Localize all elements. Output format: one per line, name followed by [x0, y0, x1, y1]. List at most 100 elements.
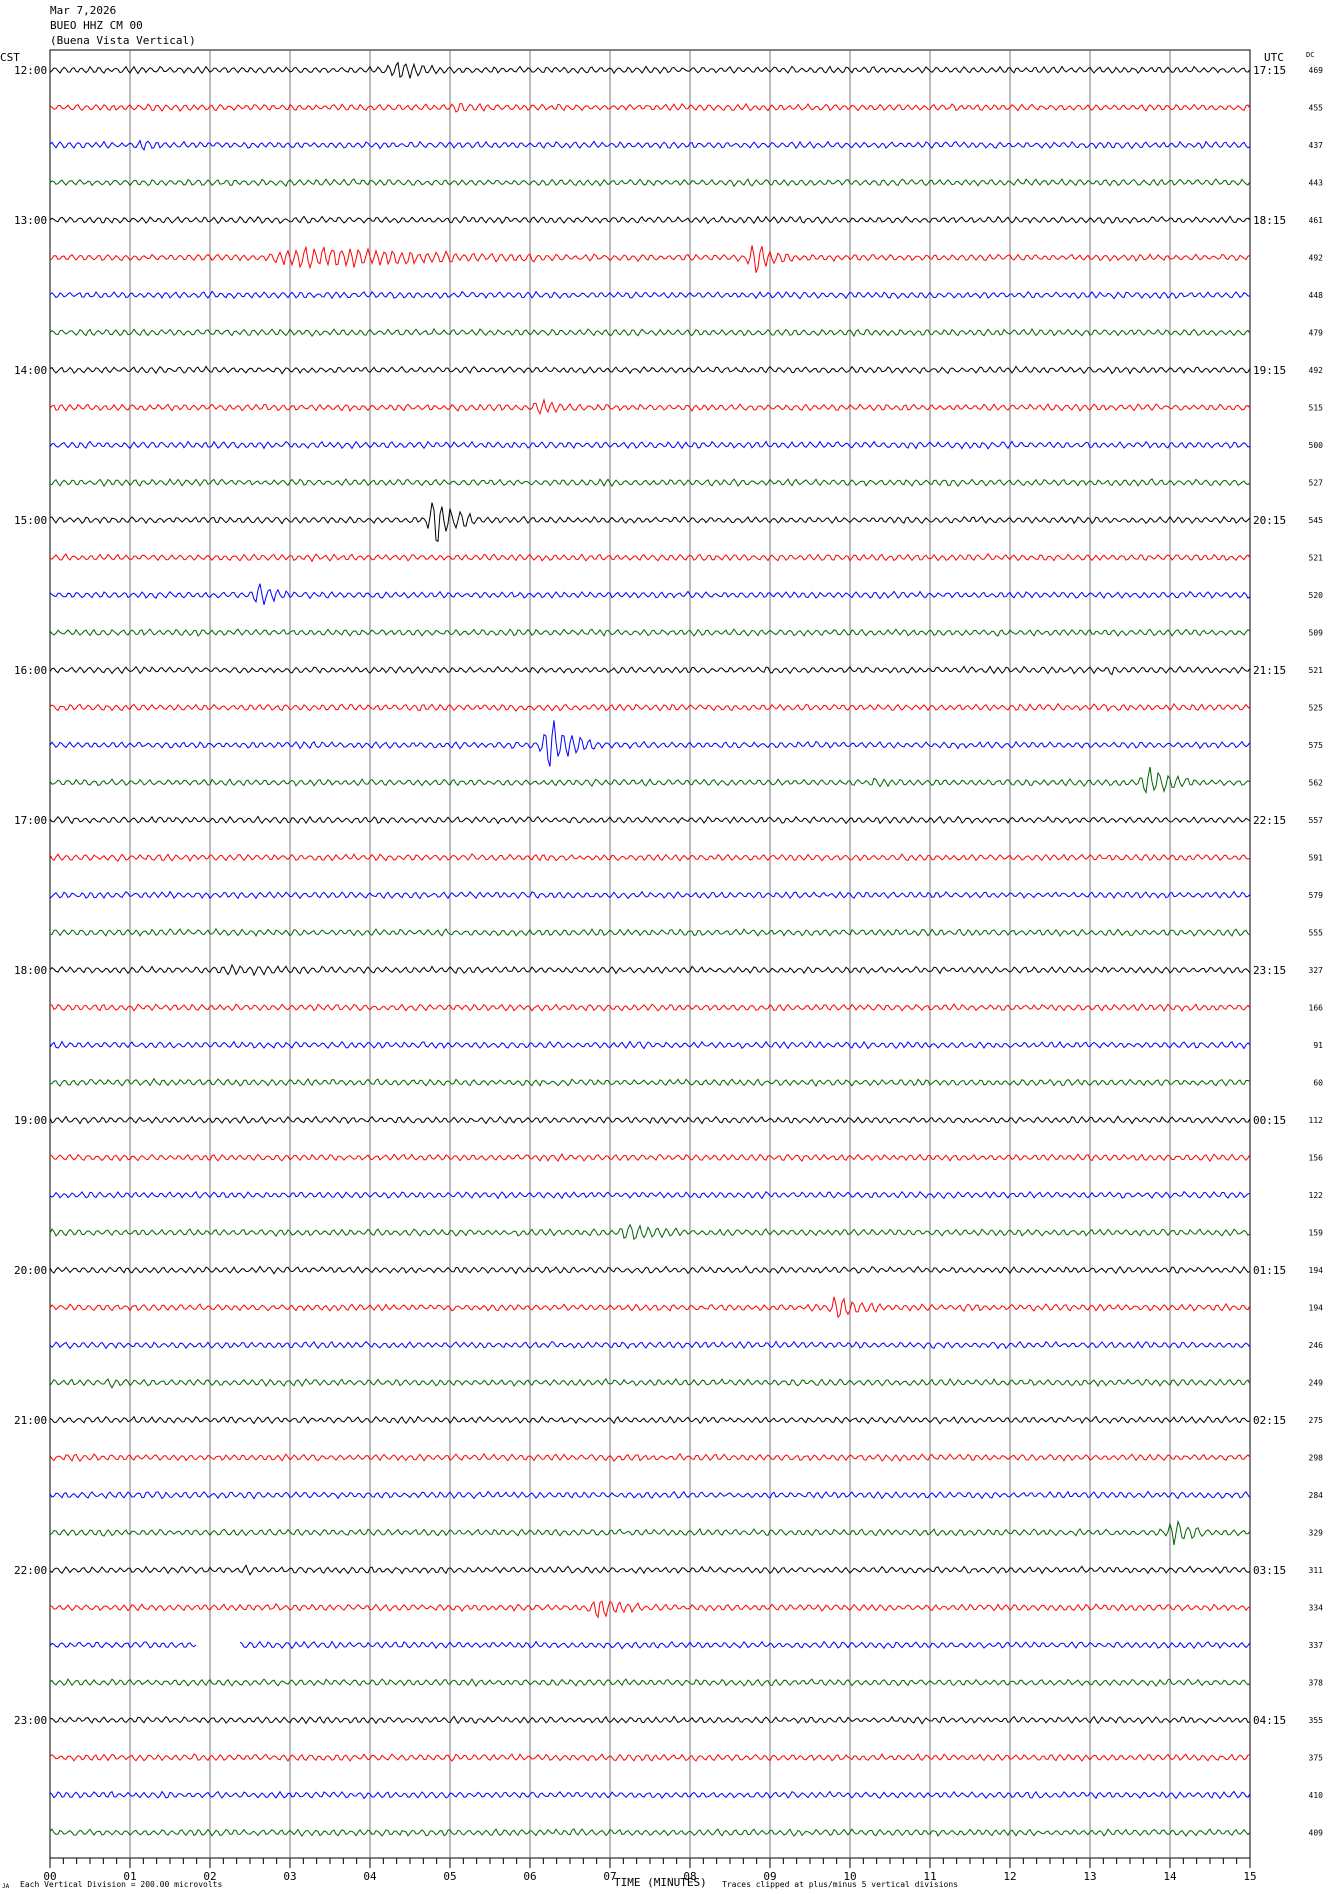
seismic-trace	[49, 1190, 1251, 1200]
dc-offset-label: 579	[1309, 891, 1324, 900]
dc-offset-label: 469	[1309, 66, 1324, 75]
seismic-trace	[49, 1678, 1251, 1688]
dc-offset-label: 194	[1309, 1304, 1324, 1313]
seismic-trace	[49, 440, 1251, 450]
dc-offset-label: 492	[1309, 366, 1324, 375]
cst-hour-label: 12:00	[14, 64, 47, 77]
seismic-trace	[49, 552, 1251, 563]
seismic-trace	[49, 1490, 1251, 1500]
x-axis-title: TIME (MINUTES)	[614, 1876, 707, 1889]
seismic-trace	[49, 502, 1251, 543]
dc-offset-label: 525	[1309, 704, 1324, 713]
utc-hour-label: 00:15	[1253, 1114, 1286, 1127]
dc-offset-label: 337	[1309, 1641, 1324, 1650]
dc-offset-label: 409	[1309, 1829, 1324, 1838]
seismic-trace	[49, 766, 1251, 795]
seismic-trace	[49, 1600, 1251, 1619]
seismic-trace	[49, 365, 1251, 375]
seismic-trace	[49, 665, 1251, 676]
seismic-trace	[49, 290, 1251, 300]
header-site: (Buena Vista Vertical)	[50, 34, 196, 47]
dc-offset-label: 557	[1309, 816, 1324, 825]
x-tick-label: 15	[1243, 1870, 1256, 1883]
seismic-trace	[49, 1415, 1251, 1425]
minute-grid	[49, 49, 1251, 1859]
dc-offset-label: 437	[1309, 141, 1324, 150]
dc-offset-label: 311	[1309, 1566, 1324, 1575]
seismic-trace	[49, 1340, 1251, 1350]
x-tick-label: 00	[43, 1870, 56, 1883]
dc-offset-label: 122	[1309, 1191, 1324, 1200]
utc-hour-label: 19:15	[1253, 364, 1286, 377]
cst-hour-label: 21:00	[14, 1414, 47, 1427]
x-tick-label: 12	[1003, 1870, 1016, 1883]
seismic-trace	[49, 628, 1251, 637]
dc-offset-label: 562	[1309, 779, 1324, 788]
cst-hour-label: 16:00	[14, 664, 47, 677]
dc-offset-label: 329	[1309, 1529, 1324, 1538]
x-axis: 00 01 02 03 04 05 06 07 08 09 10 11 12 13 14 15	[43, 1858, 1257, 1883]
seismic-trace	[49, 478, 1251, 488]
cst-hour-label: 14:00	[14, 364, 47, 377]
x-tick-label: 13	[1083, 1870, 1096, 1883]
seismic-trace	[49, 927, 1251, 937]
dc-offset-label: 166	[1309, 1004, 1324, 1013]
label-group: 12:00 13:00 14:00 15:00 16:00 17:00 18:00 19:00…	[14, 64, 1323, 1838]
cst-hour-label: 20:00	[14, 1264, 47, 1277]
seismic-trace	[49, 702, 1251, 712]
cst-hour-label: 17:00	[14, 814, 47, 827]
dc-offset-label: 246	[1309, 1341, 1324, 1350]
seismic-trace	[49, 1003, 1251, 1012]
seismic-trace	[49, 1223, 1251, 1241]
seismic-trace	[49, 215, 1251, 225]
utc-hour-label: 20:15	[1253, 514, 1286, 527]
dc-axis-title: DC	[1306, 51, 1314, 59]
seismic-trace	[49, 890, 1251, 900]
utc-hour-label: 17:15	[1253, 64, 1286, 77]
dc-offset-label: 545	[1309, 516, 1324, 525]
utc-hour-label: 04:15	[1253, 1714, 1286, 1727]
x-tick-label: 09	[763, 1870, 776, 1883]
dc-offset-label: 520	[1309, 591, 1324, 600]
x-tick-label: 08	[683, 1870, 696, 1883]
dc-offset-label: 275	[1309, 1416, 1324, 1425]
x-tick-label: 01	[123, 1870, 136, 1883]
utc-hour-label: 23:15	[1253, 964, 1286, 977]
dc-offset-label: 515	[1309, 404, 1324, 413]
seismic-trace	[49, 963, 1251, 977]
x-tick-label: 03	[283, 1870, 296, 1883]
dc-offset-label: 455	[1309, 104, 1324, 113]
plot-frame	[49, 49, 1251, 1859]
seismic-trace	[49, 1377, 1251, 1389]
dc-offset-label: 284	[1309, 1491, 1324, 1500]
dc-offset-label: 355	[1309, 1716, 1324, 1725]
dc-offset-label: 500	[1309, 441, 1324, 450]
dc-offset-label: 378	[1309, 1679, 1324, 1688]
dc-offset-label: 410	[1309, 1791, 1324, 1800]
x-tick-label: 07	[603, 1870, 616, 1883]
utc-hour-label: 03:15	[1253, 1564, 1286, 1577]
seismic-trace	[49, 815, 1251, 825]
seismic-trace	[49, 327, 1251, 338]
utc-hour-label: 02:15	[1253, 1414, 1286, 1427]
clipping-note: Traces clipped at plus/minus 5 vertical …	[722, 1880, 958, 1889]
seismic-trace	[49, 1715, 1251, 1725]
x-tick-label: 06	[523, 1870, 536, 1883]
dc-offset-label: 60	[1313, 1079, 1323, 1088]
seismic-trace	[49, 1153, 1251, 1163]
dc-offset-label: 521	[1309, 554, 1324, 563]
x-tick-label: 04	[363, 1870, 377, 1883]
dc-offset-label: 509	[1309, 629, 1324, 638]
dc-offset-label: 334	[1309, 1604, 1324, 1613]
dc-offset-label: 112	[1309, 1116, 1324, 1125]
dc-offset-label: 159	[1309, 1229, 1324, 1238]
x-tick-label: 10	[843, 1870, 856, 1883]
trace-group	[49, 61, 1251, 1838]
seismic-trace	[49, 1519, 1251, 1546]
utc-hour-label: 18:15	[1253, 214, 1286, 227]
cst-hour-label: 22:00	[14, 1564, 47, 1577]
x-tick-label: 02	[203, 1870, 216, 1883]
x-tick-label: 05	[443, 1870, 456, 1883]
cst-hour-label: 23:00	[14, 1714, 47, 1727]
